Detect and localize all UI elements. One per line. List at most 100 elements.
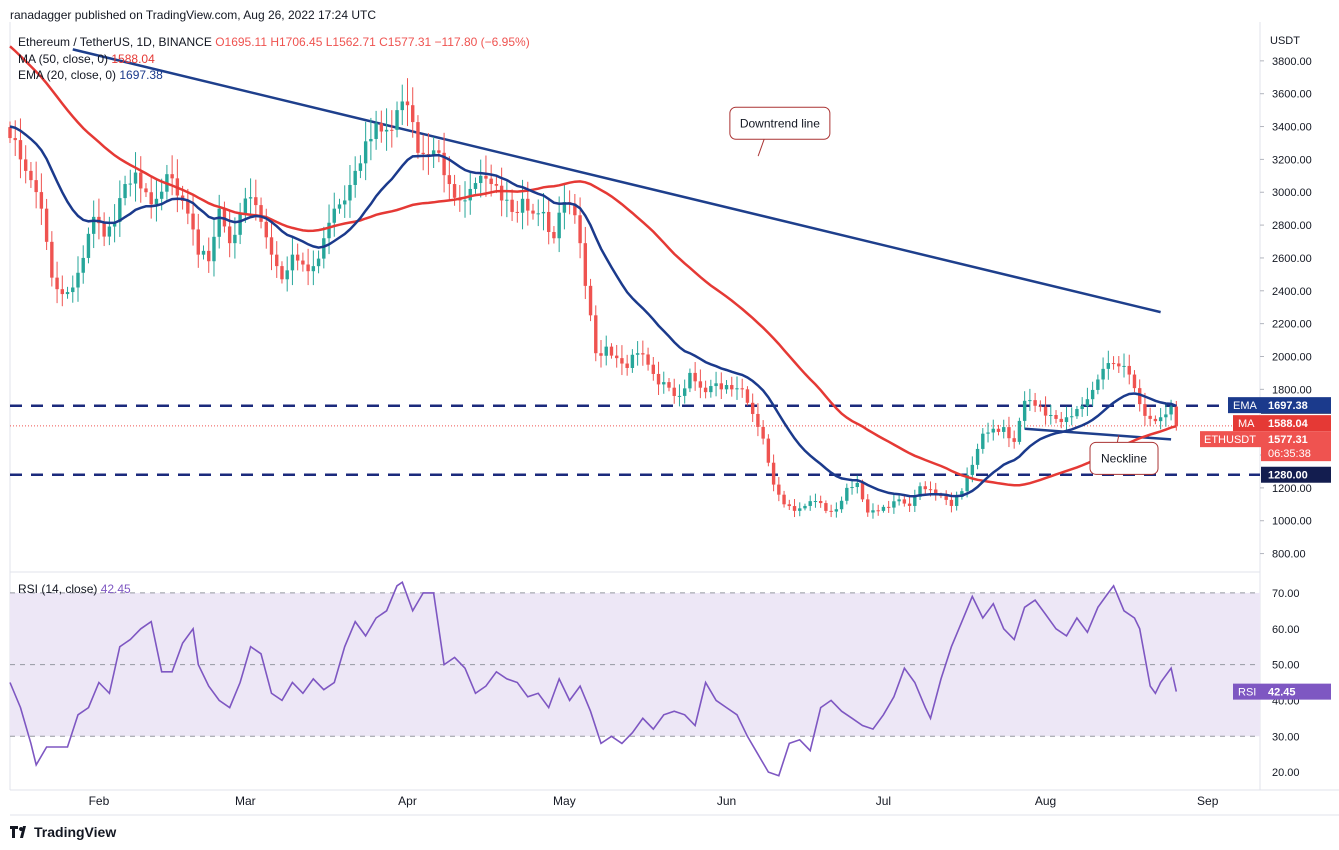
- candle-body: [227, 226, 232, 244]
- candle: [918, 482, 922, 501]
- annotation-callout: Neckline: [1089, 435, 1159, 475]
- candle-body: [128, 183, 132, 185]
- candle-body: [285, 270, 289, 280]
- candle-body: [740, 388, 744, 390]
- candle: [892, 494, 896, 514]
- tradingview-logo-icon: [10, 826, 26, 838]
- candle: [13, 120, 17, 157]
- candle-body: [379, 123, 384, 132]
- candle: [808, 495, 812, 511]
- candle-body: [311, 266, 316, 272]
- level-label: 1280.00: [1261, 466, 1331, 483]
- candle: [934, 482, 938, 501]
- candle-body: [688, 372, 692, 389]
- candle-body: [792, 506, 797, 511]
- candle-body: [1038, 405, 1043, 407]
- candle-body: [777, 484, 781, 495]
- y-tick-label: 1000.00: [1272, 516, 1312, 528]
- candle-body: [123, 184, 127, 199]
- candle: [431, 136, 436, 169]
- candle-body: [353, 170, 357, 185]
- candle-body: [65, 292, 70, 295]
- candle-body: [996, 428, 1001, 432]
- candle-body: [358, 163, 363, 171]
- candle-body: [159, 191, 164, 199]
- candle-body: [1169, 406, 1173, 415]
- candle: [264, 208, 268, 249]
- candle-body: [1153, 418, 1158, 422]
- candle-body: [238, 213, 242, 235]
- candle: [421, 134, 425, 171]
- candle: [238, 202, 242, 245]
- candle: [798, 502, 802, 517]
- candle: [29, 161, 33, 188]
- last-value-text: 1577.31: [1268, 434, 1308, 446]
- candle-body: [934, 489, 938, 495]
- rsi-value-text: 42.45: [1268, 687, 1296, 699]
- candle: [594, 305, 598, 362]
- candle: [186, 188, 190, 225]
- candle-body: [510, 199, 514, 212]
- candle: [719, 372, 723, 400]
- candle-body: [876, 510, 880, 512]
- ema-tag-label: EMA: [1233, 400, 1258, 412]
- candle: [620, 345, 624, 376]
- candle: [724, 380, 729, 394]
- candle: [562, 183, 567, 230]
- candle-body: [630, 354, 635, 368]
- candle-body: [348, 184, 352, 201]
- ema-tag-bg: [1228, 397, 1261, 414]
- candle: [207, 237, 211, 273]
- tradingview-brand[interactable]: TradingView: [34, 824, 117, 840]
- candle: [175, 159, 180, 213]
- candle-body: [384, 129, 389, 132]
- candle: [154, 179, 159, 222]
- candle: [269, 219, 274, 271]
- candle-body: [1022, 400, 1027, 421]
- candle: [1033, 392, 1037, 413]
- rsi-value-bg: [1261, 683, 1331, 700]
- candle: [139, 156, 143, 203]
- candle: [761, 420, 765, 445]
- candle-body: [672, 387, 676, 396]
- candle-body: [562, 202, 567, 213]
- candle-body: [468, 188, 472, 201]
- candle: [824, 500, 828, 514]
- candle: [1043, 396, 1048, 425]
- candle: [667, 378, 671, 392]
- candle: [144, 183, 148, 198]
- candle-body: [536, 213, 540, 215]
- candle-body: [1158, 417, 1163, 422]
- candle: [290, 237, 295, 286]
- candle-body: [1033, 400, 1037, 406]
- symbol-tag-bg: [1200, 431, 1261, 448]
- candle-body: [259, 205, 263, 222]
- y-axis-unit: USDT: [1270, 35, 1300, 47]
- candle-body: [1007, 427, 1011, 439]
- candle: [395, 101, 399, 138]
- candle: [337, 198, 342, 214]
- candle: [740, 378, 744, 398]
- ma-tag-label: MA: [1238, 418, 1255, 430]
- candle: [442, 132, 446, 193]
- candle: [400, 84, 404, 126]
- candle: [468, 172, 472, 215]
- candle: [1158, 408, 1163, 430]
- candle-body: [965, 474, 969, 492]
- candle-body: [913, 496, 917, 506]
- candle: [233, 217, 237, 259]
- candle: [1174, 400, 1179, 431]
- candle-body: [682, 388, 687, 396]
- candle-body: [473, 183, 478, 189]
- candle-body: [1085, 399, 1090, 406]
- candle-body: [369, 138, 373, 142]
- candle: [886, 500, 891, 513]
- rsi-tick-label: 20.00: [1272, 767, 1300, 779]
- x-tick-label: Apr: [398, 794, 417, 808]
- candle: [379, 110, 384, 143]
- candle: [473, 177, 478, 194]
- candle: [682, 379, 687, 404]
- callout-box: [1089, 441, 1159, 475]
- candle: [1007, 416, 1011, 448]
